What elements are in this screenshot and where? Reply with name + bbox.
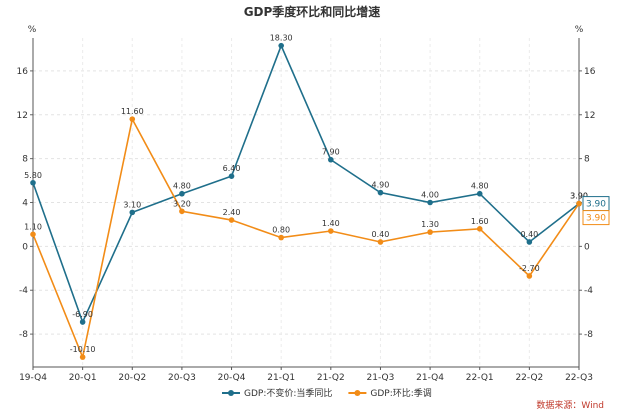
data-label: 18.30 (270, 34, 293, 43)
data-label: 11.60 (121, 107, 144, 116)
data-point (79, 354, 86, 360)
data-label: 3.20 (173, 199, 191, 208)
data-point (476, 226, 483, 232)
legend-swatch-dot-1 (354, 390, 361, 396)
x-tick-label: 21-Q2 (317, 373, 345, 383)
data-label: 3.10 (123, 200, 141, 209)
y-tick-label-left: -8 (19, 330, 28, 340)
x-tick-label: 20-Q3 (168, 373, 196, 383)
end-badges: 3.90 3.90 (582, 196, 610, 226)
data-label: 0.40 (372, 230, 390, 239)
data-point (228, 217, 235, 223)
data-point (377, 189, 384, 196)
y-tick-label-right: 16 (584, 67, 596, 77)
data-point (427, 199, 433, 206)
data-point (278, 42, 284, 49)
data-point (526, 273, 533, 279)
y-tick-label-left: -4 (19, 286, 28, 296)
data-label: 3.90 (570, 192, 588, 201)
data-label: -6.90 (72, 310, 93, 319)
data-label: 4.80 (471, 182, 489, 191)
x-tick-label: 21-Q1 (267, 373, 295, 383)
data-label: 7.90 (322, 148, 340, 157)
data-point (576, 200, 582, 207)
y-tick-label-right: -8 (584, 330, 593, 340)
legend: GDP:不变价:当季同比 GDP:环比:季调 (222, 387, 432, 399)
y-tick-label-right: -4 (584, 286, 593, 296)
y-tick-label-left: 12 (17, 111, 28, 121)
y-tick-label-right: 8 (584, 155, 590, 165)
data-label: 0.40 (520, 230, 538, 239)
legend-swatch-dot-0 (228, 390, 234, 396)
y-tick-label-left: 4 (22, 199, 28, 209)
y-unit-right: % (575, 25, 584, 35)
y-tick-label-left: 8 (22, 155, 28, 165)
data-label: 1.60 (471, 217, 489, 226)
x-tick-label: 20-Q2 (118, 373, 146, 383)
data-label: 4.80 (173, 182, 191, 191)
x-tick-label: 20-Q4 (218, 373, 246, 383)
data-label: 1.30 (421, 220, 439, 229)
y-tick-label-right: 0 (584, 242, 590, 252)
data-label: -10.10 (70, 345, 96, 354)
data-label: 2.40 (223, 208, 241, 217)
source-note: 数据来源：Wind (536, 399, 604, 411)
data-point (476, 190, 483, 197)
data-point (179, 190, 185, 197)
x-tick-label: 20-Q1 (69, 373, 97, 383)
data-label: 6.40 (223, 164, 241, 173)
data-label: -2.70 (519, 264, 540, 273)
data-label: 5.80 (24, 171, 42, 180)
data-point (30, 179, 36, 186)
data-label: 3.90 (570, 192, 588, 201)
y-tick-label-left: 16 (17, 67, 29, 77)
x-tick-label: 21-Q4 (416, 373, 444, 383)
data-label: 4.90 (372, 181, 390, 190)
legend-label-1: GDP:环比:季调 (370, 387, 431, 399)
end-badge-label-0: 3.90 (586, 200, 606, 210)
data-label: 1.40 (322, 219, 340, 228)
data-point (228, 173, 235, 179)
y-unit-left: % (28, 25, 37, 35)
data-point (526, 239, 533, 245)
x-tick-label: 22-Q1 (466, 373, 494, 383)
data-point (79, 319, 86, 325)
series-line-0 (32, 43, 580, 325)
x-tick-label: 19-Q4 (19, 373, 47, 383)
data-label: 4.00 (421, 191, 439, 200)
end-badge-label-1: 3.90 (586, 214, 606, 224)
x-tick-label: 21-Q3 (367, 373, 395, 383)
data-point (30, 231, 36, 238)
series (30, 42, 582, 360)
legend-label-0: GDP:不变价:当季同比 (244, 387, 332, 399)
y-tick-label-left: 0 (22, 242, 28, 252)
data-labels: 5.80 -6.90 3.10 4.80 6.40 18.30 7.90 4.90 4.00 4.… (24, 34, 588, 354)
x-tick-label: 22-Q3 (565, 373, 593, 383)
data-point (179, 208, 185, 215)
data-point (328, 156, 334, 163)
data-point (129, 116, 136, 122)
data-point (427, 229, 433, 235)
data-point (278, 234, 284, 241)
end-badge-box-1 (582, 210, 610, 226)
data-point (328, 228, 334, 234)
y-tick-label-right: 12 (584, 111, 595, 121)
data-label: 0.80 (272, 226, 290, 235)
axes: -8-8-4-40044881212161619-Q420-Q120-Q220-… (17, 38, 596, 383)
data-point (129, 209, 136, 216)
x-tick-label: 22-Q2 (515, 373, 543, 383)
data-point (377, 239, 384, 245)
data-label: 1.10 (24, 222, 42, 231)
chart-title: GDP季度环比和同比增速 (244, 4, 381, 19)
series-line-1 (32, 116, 580, 360)
